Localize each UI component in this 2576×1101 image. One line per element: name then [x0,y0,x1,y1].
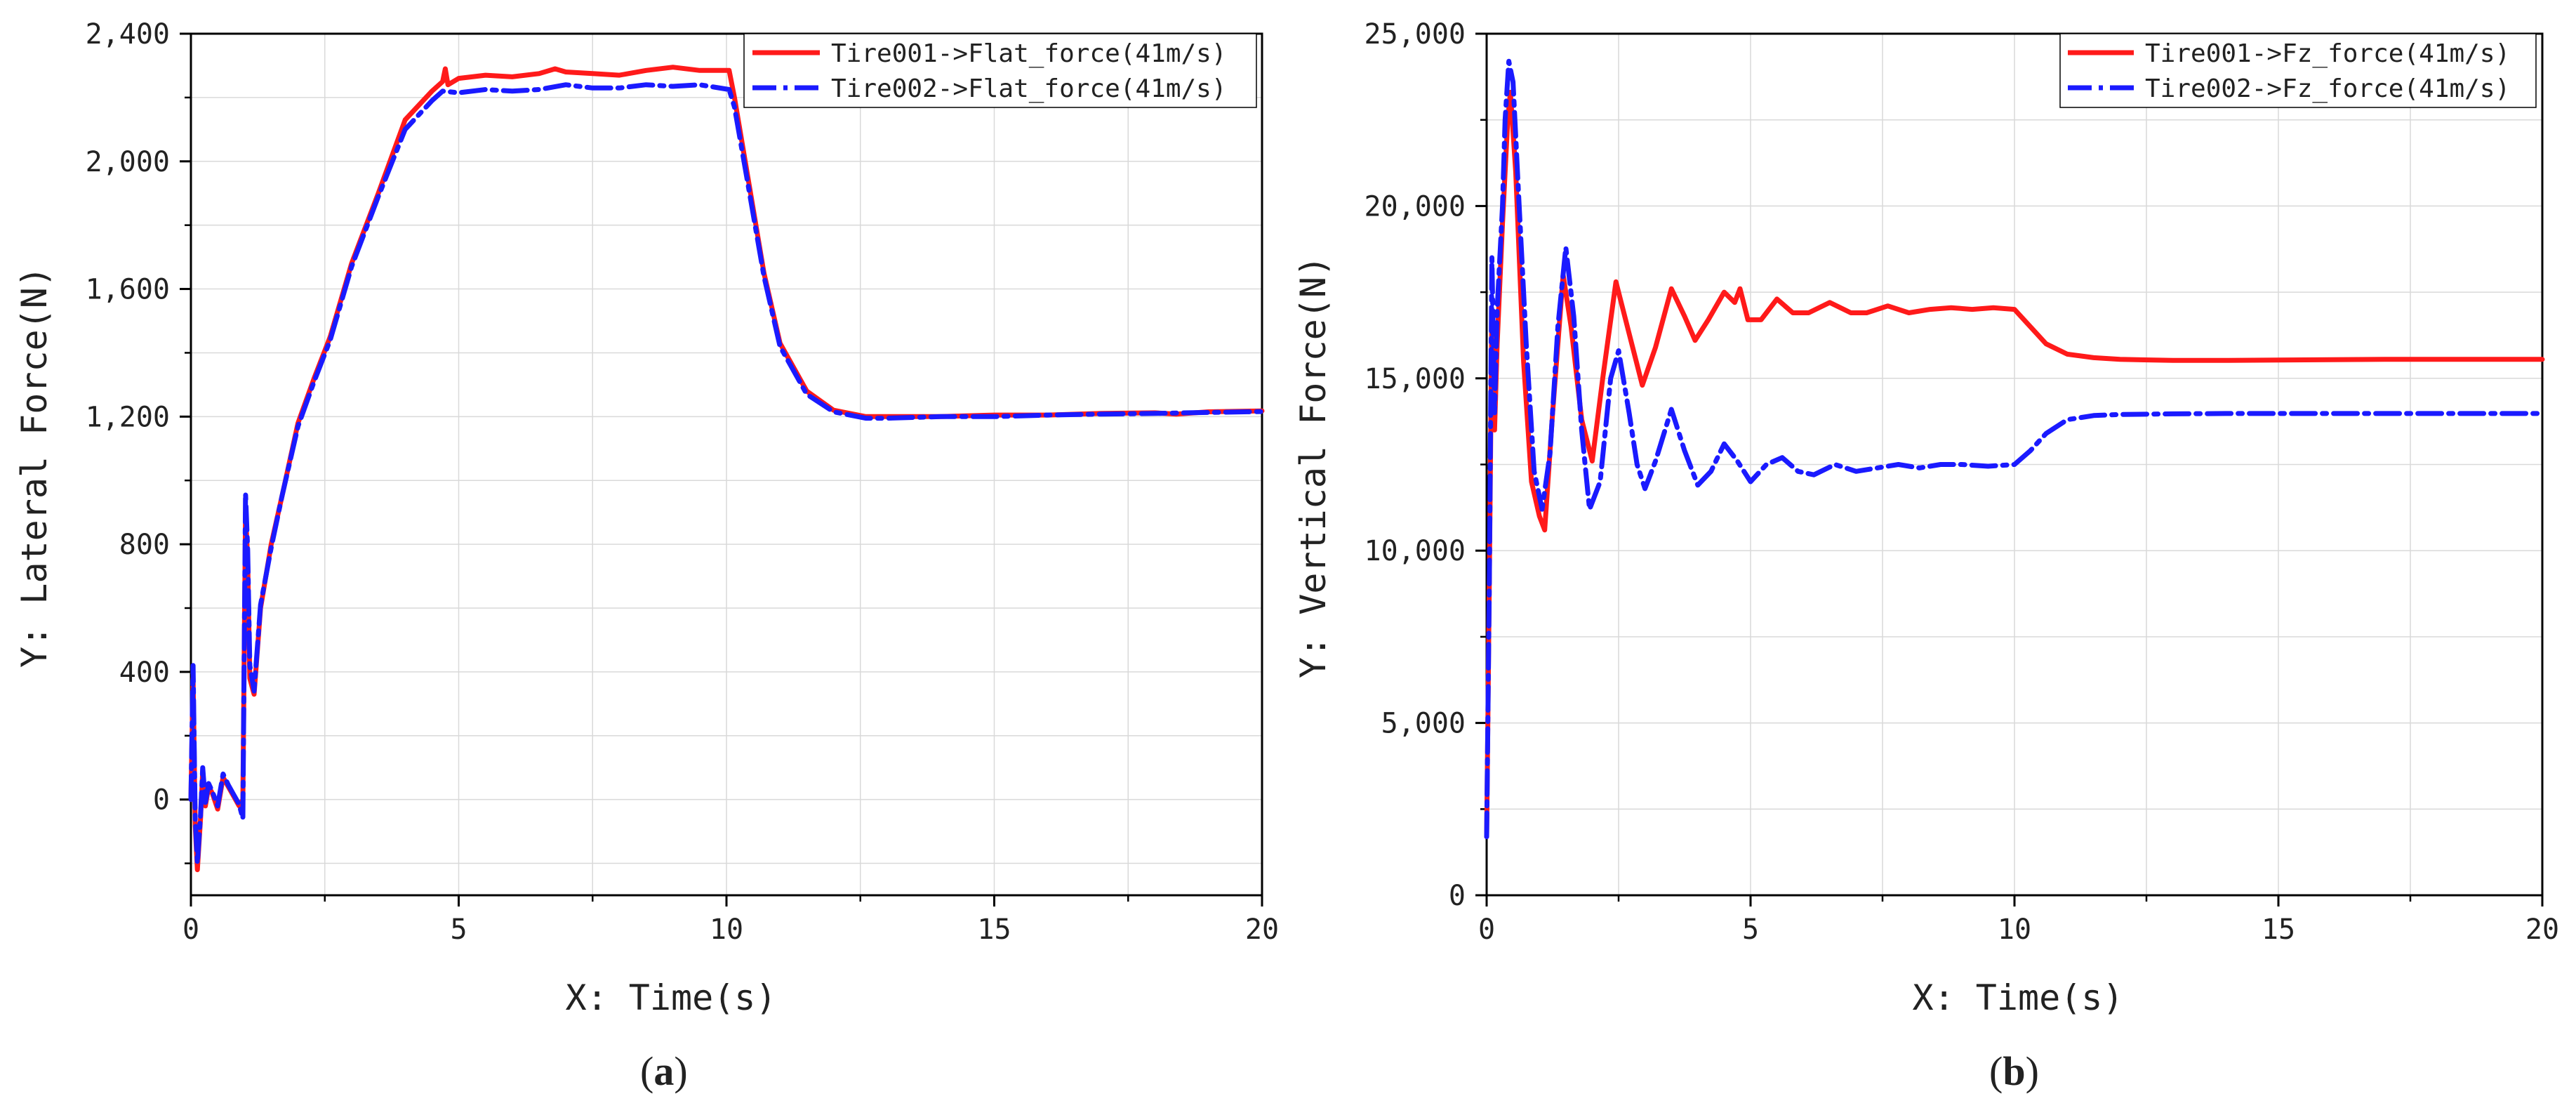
chart-a-x-tick-label: 15 [977,914,1011,946]
chart-a-legend-label-2: Tire002->Flat_force(41m/s) [831,74,1227,103]
chart-a-x-tick-label: 10 [710,914,743,946]
chart-b-x-tick-label: 10 [1998,914,2031,946]
chart-b-tick-labels: 0 5 10 15 20 0 5,000 10,000 15,000 20,000 25,000 [1365,18,2560,946]
chart-a-y-axis-title: Y: Lateral Force(N) [14,266,55,668]
chart-b-y-axis-title: Y: Vertical Force(N) [1293,256,1334,678]
chart-b-y-tick-label: 15,000 [1365,363,1466,395]
chart-a-series-tire002-line [188,82,1265,866]
chart-a-x-tick-label: 20 [1245,914,1279,946]
chart-b-axes [1475,32,2544,906]
chart-a-axes [180,32,1263,906]
chart-b-series [1484,58,2545,840]
chart-a-panel-label: (a) [640,1048,688,1094]
chart-b-legend-label-2: Tire002->Fz_force(41m/s) [2145,74,2510,103]
chart-a-panel-label-letter: a [653,1048,674,1094]
chart-a-x-tick-label: 5 [450,914,467,946]
chart-a-legend-box [743,33,1257,108]
chart-a-y-tick-label: 1,600 [86,274,170,306]
chart-b-panel-label-open: ( [1989,1048,2003,1094]
chart-a-y-tick-label: 2,400 [86,18,170,51]
chart-a-y-tick-label: 800 [119,529,170,561]
chart-b-panel-label-close: ) [2026,1048,2039,1094]
chart-b-legend: Tire001->Fz_force(41m/s) Tire002->Fz_for… [2059,33,2537,108]
chart-a-tick-labels: 0 5 10 15 20 0 400 800 1,200 1,600 2,000 2,400 [86,18,1280,946]
chart-a-grid [191,34,1262,895]
chart-b-x-tick-label: 20 [2525,914,2559,946]
chart-a-x-axis-title: X: Time(s) [565,977,776,1018]
chart-b: 0 5 10 15 20 0 5,000 10,000 15,000 20,000 25,000 T… [1293,18,2559,1094]
chart-a-y-tick-label: 400 [119,657,170,689]
chart-b-legend-box [2059,33,2537,108]
chart-a-series [188,65,1265,873]
chart-a-legend: Tire001->Flat_force(41m/s) Tire002->Flat… [743,33,1257,108]
chart-b-y-tick-label: 20,000 [1365,190,1466,223]
chart-b-x-tick-label: 0 [1478,914,1495,946]
chart-b-x-axis-title: X: Time(s) [1912,977,2123,1018]
chart-a-y-tick-label: 2,000 [86,146,170,178]
chart-b-panel-label: (b) [1989,1048,2039,1094]
chart-b-y-tick-label: 10,000 [1365,535,1466,567]
chart-b-panel-label-letter: b [2003,1048,2025,1094]
chart-b-y-tick-label: 5,000 [1381,708,1466,740]
chart-b-series-tire001-line [1484,89,2545,840]
chart-a-panel-label-close: ) [674,1048,687,1094]
chart-a-panel-label-open: ( [640,1048,653,1094]
chart-a-y-tick-label: 1,200 [86,401,170,433]
chart-b-series-tire002-line [1484,58,2545,840]
chart-a-legend-label-1: Tire001->Flat_force(41m/s) [831,39,1227,68]
chart-a: 0 5 10 15 20 0 400 800 1,200 1,600 2,000 2,400 Tire… [14,18,1279,1094]
chart-b-x-tick-label: 5 [1742,914,1759,946]
chart-a-x-tick-label: 0 [182,914,199,946]
chart-a-y-tick-label: 0 [153,784,170,817]
chart-b-y-tick-label: 0 [1449,880,1466,912]
chart-b-legend-label-1: Tire001->Fz_force(41m/s) [2145,39,2510,68]
chart-b-y-tick-label: 25,000 [1365,18,1466,51]
chart-b-x-tick-label: 15 [2262,914,2295,946]
